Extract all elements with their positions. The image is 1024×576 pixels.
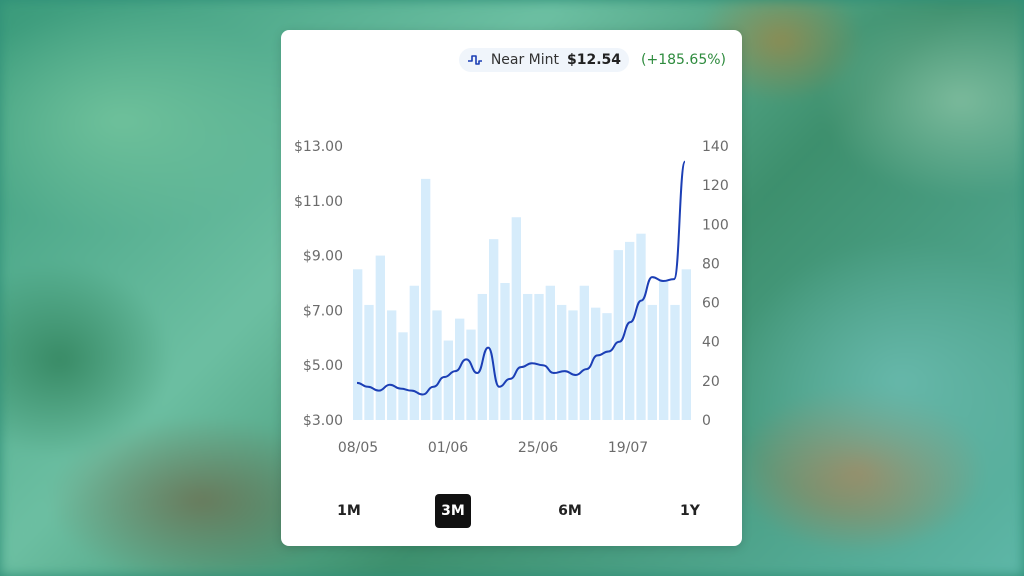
range-selector: 1M 3M 6M 1Y: [301, 494, 722, 530]
y-right-tick-label: 140: [702, 139, 729, 155]
chart-bar: [670, 304, 680, 420]
y-right-tick-label: 0: [702, 413, 711, 429]
chart-bar: [455, 318, 465, 420]
chart-bar: [477, 293, 487, 420]
x-tick-label: 25/06: [518, 440, 558, 456]
chart-bar: [681, 269, 691, 420]
chart-bar: [602, 313, 612, 420]
y-right-tick-label: 80: [702, 256, 720, 272]
chart-bar: [387, 310, 397, 420]
chart-bar: [591, 307, 601, 420]
y-left-tick-label: $5.00: [303, 358, 343, 374]
y-right-tick-label: 20: [702, 374, 720, 390]
chart-bar: [545, 285, 555, 420]
y-left-tick-label: $3.00: [303, 413, 343, 429]
y-right-tick-label: 100: [702, 217, 729, 233]
chart-bar: [511, 217, 521, 420]
y-left-tick-label: $7.00: [303, 303, 343, 319]
price-line: [356, 160, 686, 396]
range-3m-button[interactable]: 3M: [435, 494, 471, 528]
price-chart-card: Near Mint $12.54 (+185.65%) $3.00 $5.00 $7…: [281, 30, 742, 546]
chart-bar: [523, 293, 533, 420]
y-right-tick-label: 120: [702, 178, 729, 194]
price-header: Near Mint $12.54 (+185.65%): [458, 48, 726, 72]
y-right-tick-label: 40: [702, 335, 720, 351]
range-1m-button[interactable]: 1M: [337, 503, 361, 519]
range-6m-button[interactable]: 6M: [558, 503, 582, 519]
chart-bar: [625, 241, 635, 420]
x-tick-label: 08/05: [338, 440, 378, 456]
chart-bar: [659, 280, 669, 420]
range-1y-button[interactable]: 1Y: [680, 503, 700, 519]
chart-bar: [636, 233, 646, 420]
x-tick-label: 01/06: [428, 440, 468, 456]
y-left-tick-label: $11.00: [294, 194, 343, 210]
chart-bar: [466, 329, 476, 420]
chart-bar: [534, 293, 544, 420]
chart-bar: [557, 304, 567, 420]
price-chart: $3.00 $5.00 $7.00 $9.00 $11.00 $13.00 0 20 40 60 8…: [294, 139, 729, 456]
chart-bar: [500, 283, 510, 420]
chart-bar: [375, 255, 385, 420]
pulse-icon: [467, 55, 482, 65]
chart-bar: [489, 239, 499, 420]
condition-label: Near Mint: [490, 52, 560, 68]
chart-bar: [353, 269, 363, 420]
chart-bar: [579, 285, 589, 420]
chart-bar: [647, 304, 657, 420]
chart-bar: [568, 310, 578, 420]
price-change: (+185.65%): [641, 52, 726, 68]
chart-bar: [364, 304, 374, 420]
condition-pill[interactable]: Near Mint $12.54: [458, 48, 630, 72]
x-tick-label: 19/07: [608, 440, 648, 456]
y-left-tick-label: $9.00: [303, 249, 343, 265]
y-left-tick-label: $13.00: [294, 139, 343, 155]
y-right-tick-label: 60: [702, 296, 720, 312]
chart-bar: [432, 310, 442, 420]
chart-bar: [409, 285, 419, 420]
chart-bar: [443, 340, 453, 420]
chart-bar: [398, 332, 408, 420]
chart-bar: [613, 250, 623, 420]
chart-bar: [421, 178, 431, 420]
current-price: $12.54: [567, 52, 622, 68]
